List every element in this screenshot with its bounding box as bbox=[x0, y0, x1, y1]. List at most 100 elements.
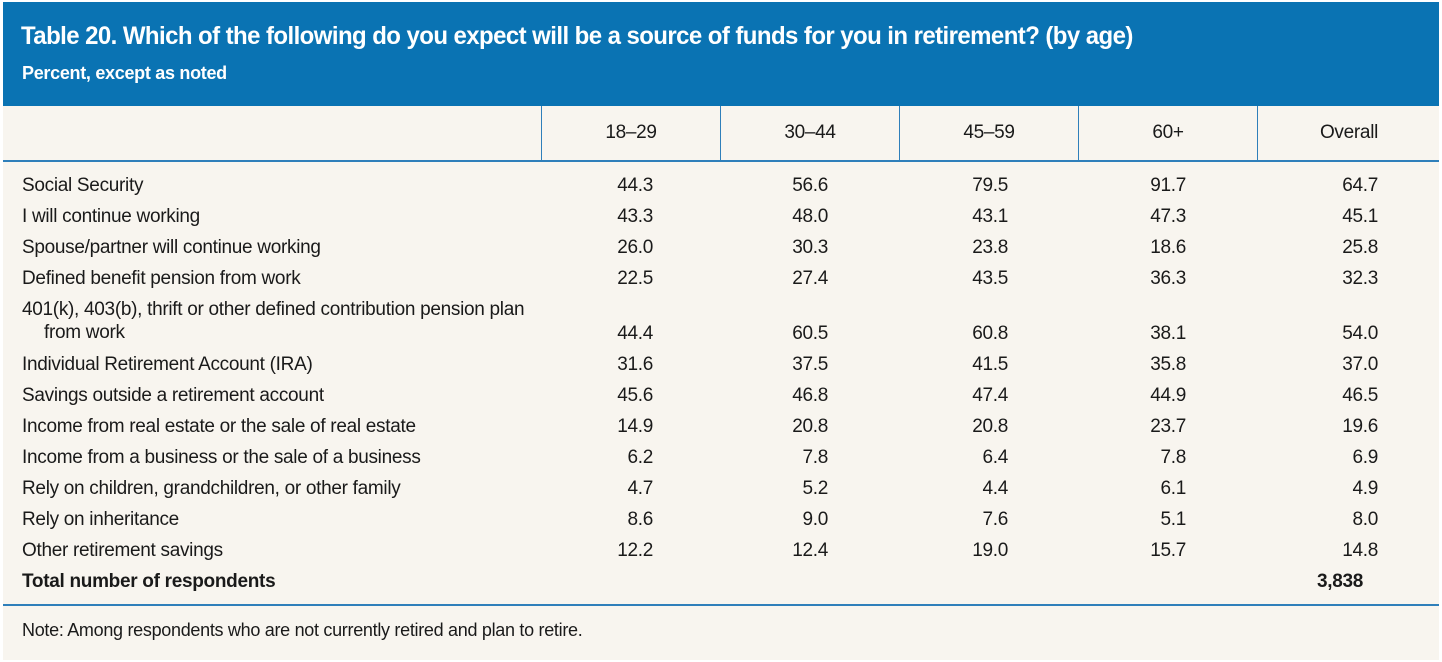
cell-value: 7.8 bbox=[802, 447, 828, 468]
table-header: Table 20. Which of the following do you … bbox=[3, 2, 1439, 106]
total-label: Total number of respondents bbox=[22, 571, 276, 592]
cell-value: 46.5 bbox=[1342, 385, 1378, 406]
cell-value: 79.5 bbox=[972, 175, 1008, 196]
cell-value: 45.1 bbox=[1342, 206, 1378, 227]
cell-value: 8.0 bbox=[1352, 509, 1378, 530]
cell-value: 19.0 bbox=[972, 540, 1008, 561]
cell-value: 54.0 bbox=[1342, 323, 1378, 344]
cell-value: 4.4 bbox=[982, 478, 1008, 499]
total-overall-value: 3,838 bbox=[1316, 571, 1363, 592]
cell-value: 8.6 bbox=[627, 509, 653, 530]
row-label: Savings outside a retirement account bbox=[22, 385, 324, 406]
cell-value: 9.0 bbox=[802, 509, 828, 530]
cell-value: 6.2 bbox=[627, 447, 653, 468]
cell-value: 47.4 bbox=[972, 385, 1008, 406]
cell-value: 14.8 bbox=[1342, 540, 1378, 561]
cell-value: 23.7 bbox=[1150, 416, 1186, 437]
row-label: 401(k), 403(b), thrift or other defined … bbox=[22, 298, 542, 344]
cell-value: 56.6 bbox=[792, 175, 828, 196]
table-row: Income from a business or the sale of a … bbox=[3, 444, 1439, 475]
cell-value: 44.3 bbox=[617, 175, 653, 196]
cell-value: 12.2 bbox=[617, 540, 653, 561]
cell-value: 43.3 bbox=[617, 206, 653, 227]
cell-value: 22.5 bbox=[617, 268, 653, 289]
cell-value: 18.6 bbox=[1150, 237, 1186, 258]
row-label: Rely on inheritance bbox=[22, 509, 179, 530]
cell-value: 19.6 bbox=[1342, 416, 1378, 437]
column-header-overall: Overall bbox=[1257, 106, 1440, 160]
cell-value: 7.6 bbox=[982, 509, 1008, 530]
row-label-line-2: from work bbox=[44, 322, 125, 343]
cell-value: 5.1 bbox=[1160, 509, 1186, 530]
cell-value: 43.1 bbox=[972, 206, 1008, 227]
cell-value: 36.3 bbox=[1150, 268, 1186, 289]
cell-value: 12.4 bbox=[792, 540, 828, 561]
table-row: I will continue working 43.3 48.0 43.1 4… bbox=[3, 203, 1439, 234]
cell-value: 4.9 bbox=[1352, 478, 1378, 499]
table-row: Rely on inheritance 8.6 9.0 7.6 5.1 8.0 bbox=[3, 506, 1439, 537]
table-row: Social Security 44.3 56.6 79.5 91.7 64.7 bbox=[3, 172, 1439, 203]
table-note: Note: Among respondents who are not curr… bbox=[22, 620, 583, 640]
table-body: Social Security 44.3 56.6 79.5 91.7 64.7… bbox=[3, 172, 1439, 599]
cell-value: 6.4 bbox=[982, 447, 1008, 468]
cell-value: 91.7 bbox=[1150, 175, 1186, 196]
row-label: Social Security bbox=[22, 175, 144, 196]
cell-value: 6.9 bbox=[1352, 447, 1378, 468]
cell-value: 5.2 bbox=[802, 478, 828, 499]
column-header-45-59: 45–59 bbox=[899, 106, 1078, 160]
column-header-30-44: 30–44 bbox=[720, 106, 899, 160]
cell-value: 47.3 bbox=[1150, 206, 1186, 227]
cell-value: 31.6 bbox=[617, 354, 653, 375]
cell-value: 20.8 bbox=[972, 416, 1008, 437]
cell-value: 15.7 bbox=[1150, 540, 1186, 561]
table-row: Individual Retirement Account (IRA) 31.6… bbox=[3, 351, 1439, 382]
cell-value: 25.8 bbox=[1342, 237, 1378, 258]
cell-value: 45.6 bbox=[617, 385, 653, 406]
footer-divider bbox=[3, 604, 1439, 606]
row-label: Income from a business or the sale of a … bbox=[22, 447, 421, 468]
table-row: Income from real estate or the sale of r… bbox=[3, 413, 1439, 444]
row-label: Income from real estate or the sale of r… bbox=[22, 416, 416, 437]
cell-value: 26.0 bbox=[617, 237, 653, 258]
cell-value: 23.8 bbox=[972, 237, 1008, 258]
cell-value: 60.5 bbox=[792, 323, 828, 344]
cell-value: 43.5 bbox=[972, 268, 1008, 289]
table-row: Defined benefit pension from work 22.5 2… bbox=[3, 265, 1439, 296]
cell-value: 64.7 bbox=[1342, 175, 1378, 196]
row-label-line-1: 401(k), 403(b), thrift or other defined … bbox=[22, 299, 525, 320]
cell-value: 32.3 bbox=[1342, 268, 1378, 289]
cell-value: 46.8 bbox=[792, 385, 828, 406]
column-header-18-29: 18–29 bbox=[541, 106, 720, 160]
column-header-row: 18–29 30–44 45–59 60+ Overall bbox=[3, 106, 1439, 162]
table-title: Table 20. Which of the following do you … bbox=[21, 22, 1133, 50]
total-row: Total number of respondents 3,838 bbox=[3, 568, 1439, 599]
row-label: I will continue working bbox=[22, 206, 200, 227]
table-row: Spouse/partner will continue working 26.… bbox=[3, 234, 1439, 265]
cell-value: 60.8 bbox=[972, 323, 1008, 344]
cell-value: 44.9 bbox=[1150, 385, 1186, 406]
table-row: Rely on children, grandchildren, or othe… bbox=[3, 475, 1439, 506]
table-row: Other retirement savings 12.2 12.4 19.0 … bbox=[3, 537, 1439, 568]
cell-value: 38.1 bbox=[1150, 323, 1186, 344]
cell-value: 30.3 bbox=[792, 237, 828, 258]
cell-value: 37.5 bbox=[792, 354, 828, 375]
cell-value: 27.4 bbox=[792, 268, 828, 289]
table-subtitle: Percent, except as noted bbox=[22, 63, 227, 83]
cell-value: 48.0 bbox=[792, 206, 828, 227]
table-row: 401(k), 403(b), thrift or other defined … bbox=[3, 296, 1439, 351]
cell-value: 6.1 bbox=[1160, 478, 1186, 499]
cell-value: 7.8 bbox=[1160, 447, 1186, 468]
table-container: Table 20. Which of the following do you … bbox=[3, 2, 1439, 660]
cell-value: 4.7 bbox=[627, 478, 653, 499]
cell-value: 20.8 bbox=[792, 416, 828, 437]
row-label: Defined benefit pension from work bbox=[22, 268, 301, 289]
cell-value: 44.4 bbox=[617, 323, 653, 344]
cell-value: 37.0 bbox=[1342, 354, 1378, 375]
row-label: Rely on children, grandchildren, or othe… bbox=[22, 478, 401, 499]
cell-value: 14.9 bbox=[617, 416, 653, 437]
column-header-60-plus: 60+ bbox=[1078, 106, 1257, 160]
row-label: Spouse/partner will continue working bbox=[22, 237, 321, 258]
row-label: Individual Retirement Account (IRA) bbox=[22, 354, 313, 375]
table-row: Savings outside a retirement account 45.… bbox=[3, 382, 1439, 413]
cell-value: 41.5 bbox=[972, 354, 1008, 375]
